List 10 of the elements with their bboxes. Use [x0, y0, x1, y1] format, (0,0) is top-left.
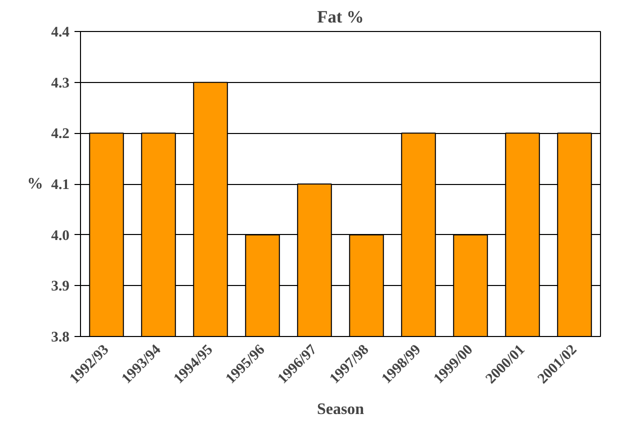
y-tick-label: 4.2 [51, 126, 70, 142]
y-tick-label: 4.0 [51, 228, 70, 244]
y-tick-label: 3.8 [51, 330, 70, 346]
x-axis-title: Season [316, 400, 364, 418]
y-axis-title: % [27, 176, 44, 192]
chart-title: Fat % [317, 8, 364, 26]
y-tick-label: 4.1 [51, 177, 70, 193]
y-tick-label: 4.3 [51, 75, 70, 92]
y-tick-label: 4.4 [51, 24, 70, 40]
y-tick-label: 3.9 [51, 278, 70, 295]
